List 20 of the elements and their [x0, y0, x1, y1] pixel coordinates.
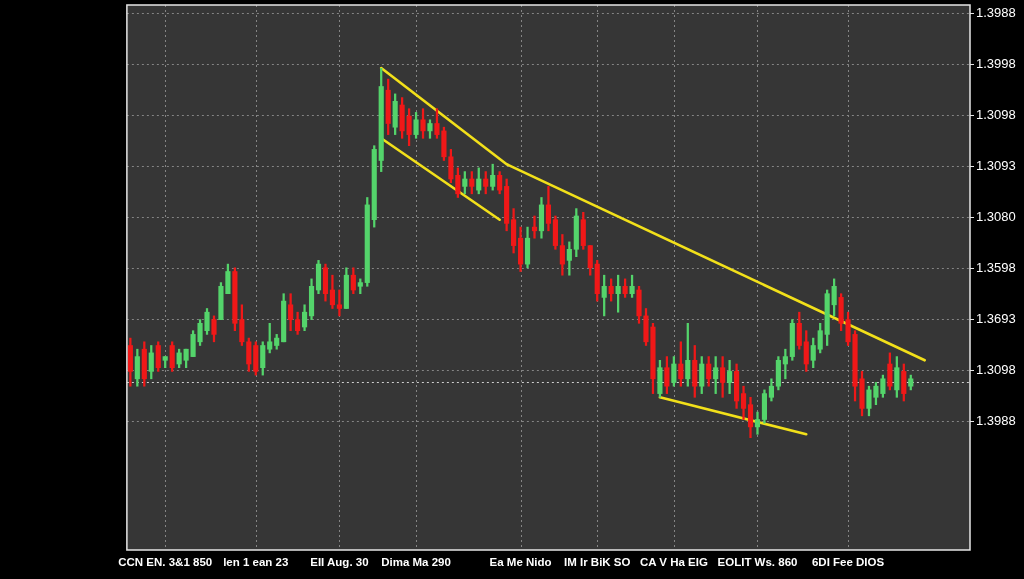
text: 1.3098 [976, 361, 1016, 377]
x-tick-label: CCN EN. 3&1 850 [118, 556, 213, 569]
x-tick-label: EII Aug. 30 [310, 556, 369, 569]
text: 1.3988 [976, 412, 1016, 428]
x-tick-label: Ea Me Nido [489, 556, 552, 569]
text: 1.3093 [976, 157, 1016, 173]
text: 1.3988 [976, 4, 1016, 20]
text: 1.3080 [976, 208, 1016, 224]
x-tick-label: Dima Ma 290 [381, 556, 451, 569]
text: 1.3998 [976, 55, 1016, 71]
x-tick-label: EOLIT Ws. 860 [717, 556, 798, 569]
text: 1.3693 [976, 310, 1016, 326]
x-tick-label: 6DI Fee DIOS [811, 556, 885, 569]
candlestick [531, 215, 538, 239]
text: 1.3598 [976, 259, 1016, 275]
x-tick-label: len 1 ean 23 [223, 556, 289, 569]
x-tick-label: CA V Ha EIG [639, 556, 708, 569]
candlestick [336, 289, 342, 317]
text: 1.3098 [976, 106, 1016, 122]
x-tick-label: IM Ir BiK SO [563, 556, 631, 569]
